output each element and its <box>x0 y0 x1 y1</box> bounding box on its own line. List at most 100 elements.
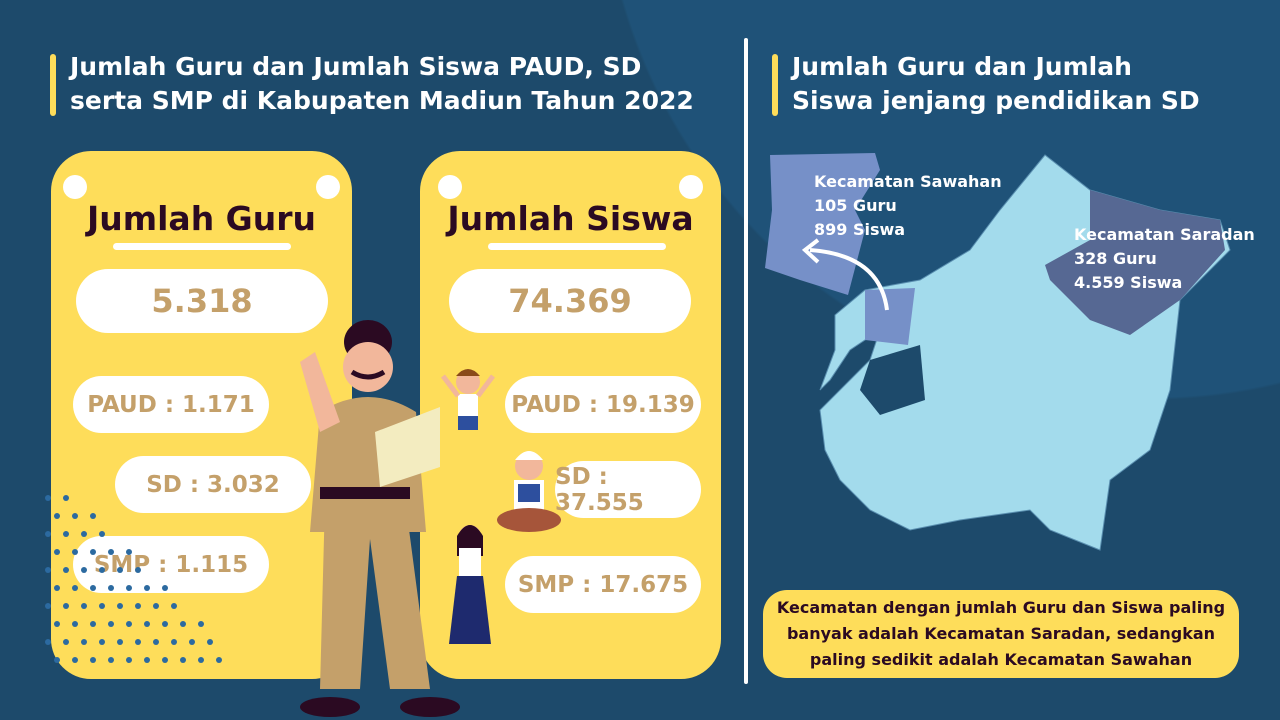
left-title-text: Jumlah Guru dan Jumlah Siswa PAUD, SD se… <box>70 52 694 115</box>
saradan-guru: 328 Guru <box>1074 249 1157 268</box>
pattern-dot <box>72 549 78 555</box>
map-excluded-area <box>860 345 925 415</box>
sawahan-guru: 105 Guru <box>814 196 897 215</box>
pattern-dot <box>198 657 204 663</box>
pattern-dot <box>90 513 96 519</box>
pattern-dot <box>81 639 87 645</box>
pattern-dot <box>45 567 51 573</box>
pattern-dot <box>54 657 60 663</box>
guru-sd: SD : 3.032 <box>115 456 311 513</box>
student-girl-icon <box>449 525 491 644</box>
saradan-siswa: 4.559 Siswa <box>1074 273 1183 292</box>
card-hole <box>63 175 87 199</box>
siswa-smp: SMP : 17.675 <box>505 556 701 613</box>
madiun-map <box>765 153 1231 551</box>
map-sawahan <box>865 288 915 345</box>
pattern-dot <box>81 531 87 537</box>
pattern-dot <box>135 567 141 573</box>
pattern-dot <box>216 657 222 663</box>
sawahan-name: Kecamatan Sawahan <box>814 172 1002 191</box>
pattern-dot <box>198 621 204 627</box>
siswa-sd: SD : 37.555 <box>555 461 701 518</box>
siswa-total: 74.369 <box>449 269 691 333</box>
pattern-dot <box>54 621 60 627</box>
pattern-dot <box>54 549 60 555</box>
pattern-dot <box>126 657 132 663</box>
pattern-dot <box>99 531 105 537</box>
pattern-dot <box>180 657 186 663</box>
right-title-text: Jumlah Guru dan Jumlah Siswa jenjang pen… <box>792 52 1200 115</box>
title-underline <box>113 243 291 250</box>
map-saradan <box>1045 190 1225 335</box>
pattern-dot <box>207 639 213 645</box>
divider <box>744 38 748 684</box>
siswa-title: Jumlah Siswa <box>447 199 694 238</box>
pattern-dot <box>54 513 60 519</box>
sawahan-arrow <box>809 248 889 311</box>
pattern-dot <box>108 657 114 663</box>
pattern-dot <box>162 657 168 663</box>
teacher-illustration <box>300 320 460 717</box>
pattern-dot <box>45 531 51 537</box>
pattern-dot <box>45 495 51 501</box>
pattern-dot <box>180 621 186 627</box>
guru-total: 5.318 <box>76 269 328 333</box>
pattern-dot <box>108 549 114 555</box>
pattern-dot <box>63 639 69 645</box>
pattern-dot <box>72 621 78 627</box>
pattern-dot <box>90 657 96 663</box>
pattern-dot <box>126 621 132 627</box>
guru-smp: SMP : 1.115 <box>73 536 269 593</box>
title-accent-bar <box>772 54 778 116</box>
card-hole <box>438 175 462 199</box>
pattern-dot <box>153 603 159 609</box>
pattern-dot <box>144 585 150 591</box>
pattern-dot <box>45 603 51 609</box>
pattern-dot <box>135 639 141 645</box>
title-underline <box>488 243 666 250</box>
pattern-dot <box>117 567 123 573</box>
pattern-dot <box>81 603 87 609</box>
pattern-dot <box>99 639 105 645</box>
pattern-dot <box>63 531 69 537</box>
pattern-dot <box>162 585 168 591</box>
pattern-dot <box>45 639 51 645</box>
pattern-dot <box>90 585 96 591</box>
guru-title: Jumlah Guru <box>86 199 317 238</box>
pattern-dot <box>117 639 123 645</box>
guru-card: Jumlah Guru 5.318 PAUD : 1.171 SD : 3.03… <box>51 151 352 679</box>
sawahan-siswa: 899 Siswa <box>814 220 906 239</box>
pattern-dot <box>108 621 114 627</box>
pattern-dot <box>171 639 177 645</box>
pattern-dot <box>144 657 150 663</box>
pattern-dot <box>171 603 177 609</box>
siswa-paud: PAUD : 19.139 <box>505 376 701 433</box>
student-reading-icon <box>497 451 561 532</box>
pattern-dot <box>63 603 69 609</box>
summary-text: Kecamatan dengan jumlah Guru dan Siswa p… <box>776 598 1226 669</box>
title-accent-bar <box>50 54 56 116</box>
saradan-name: Kecamatan Saradan <box>1074 225 1255 244</box>
pattern-dot <box>126 549 132 555</box>
guru-paud: PAUD : 1.171 <box>73 376 269 433</box>
left-title: Jumlah Guru dan Jumlah Siswa PAUD, SD se… <box>50 50 710 118</box>
pattern-dot <box>54 585 60 591</box>
pattern-dot <box>126 585 132 591</box>
pattern-dot <box>99 603 105 609</box>
pattern-dot <box>90 621 96 627</box>
sawahan-label: Kecamatan Sawahan 105 Guru 899 Siswa <box>814 170 1002 242</box>
pattern-dot <box>189 639 195 645</box>
saradan-label: Kecamatan Saradan 328 Guru 4.559 Siswa <box>1074 223 1255 295</box>
pattern-dot <box>63 567 69 573</box>
pattern-dot <box>117 603 123 609</box>
pattern-dot <box>99 567 105 573</box>
dot-pattern <box>45 495 222 663</box>
card-hole <box>679 175 703 199</box>
pattern-dot <box>72 585 78 591</box>
pattern-dot <box>72 513 78 519</box>
pattern-dot <box>108 585 114 591</box>
pattern-dot <box>162 621 168 627</box>
summary-note: Kecamatan dengan jumlah Guru dan Siswa p… <box>763 590 1239 678</box>
right-title: Jumlah Guru dan Jumlah Siswa jenjang pen… <box>772 50 1212 118</box>
pattern-dot <box>81 567 87 573</box>
